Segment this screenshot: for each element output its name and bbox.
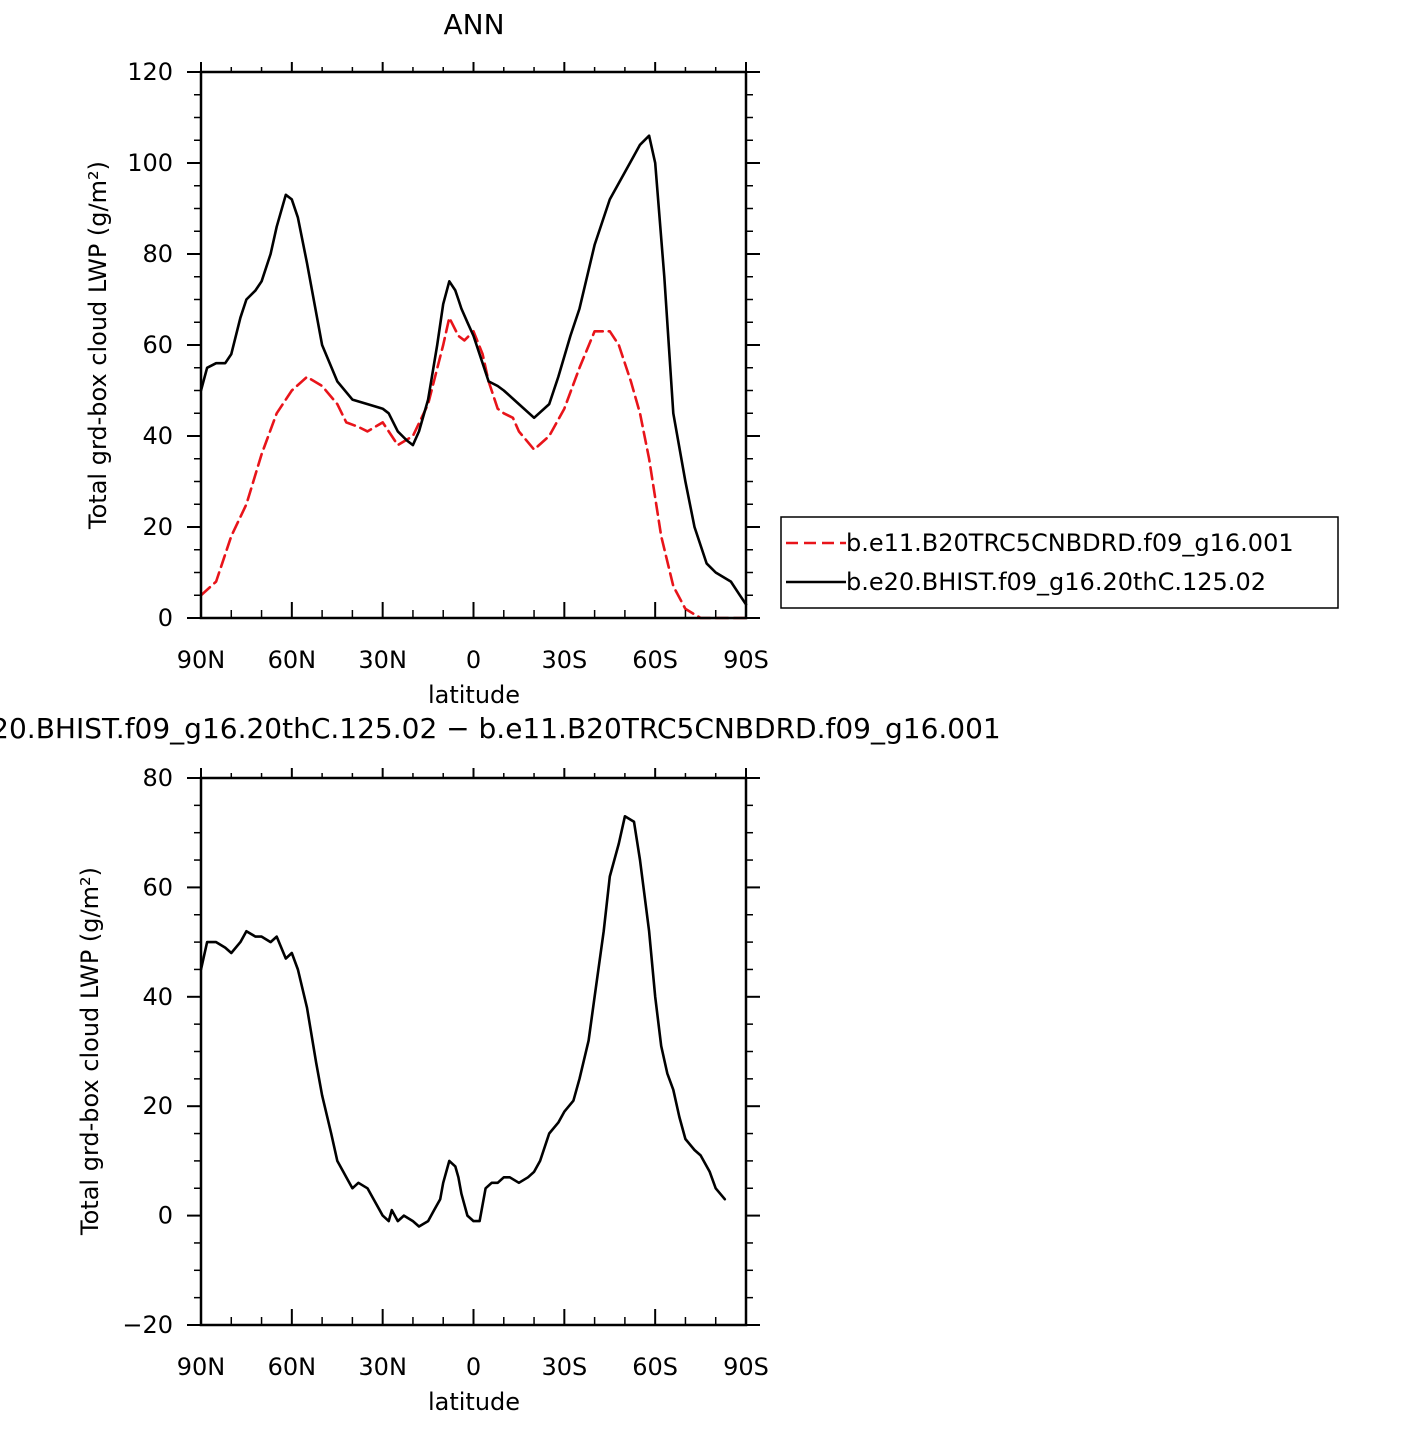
bottom-y-tick-label: 20 <box>142 1092 173 1120</box>
bottom-x-tick-label: 0 <box>466 1353 481 1381</box>
top-x-tick-label: 0 <box>466 646 481 674</box>
top-y-tick-label: 120 <box>127 58 173 86</box>
bottom-plot-frame <box>199 776 748 1327</box>
top-plot-frame <box>199 70 748 620</box>
top-series-layer <box>199 134 748 620</box>
legend-box <box>780 516 1339 609</box>
top-x-tick-label: 30S <box>541 646 587 674</box>
top-y-tick-label: 0 <box>158 604 173 632</box>
bottom-panel: b.e20.BHIST.f09_g16.20thC.125.02 − b.e11… <box>0 712 1001 1416</box>
bottom-y-tick-label: 40 <box>142 983 173 1011</box>
bottom-y-tick-label: 60 <box>142 873 173 901</box>
bottom-y-tick-label: 80 <box>142 764 173 792</box>
top-series-line-1 <box>199 316 748 620</box>
bottom-x-tick-label: 90S <box>723 1353 769 1381</box>
top-y-axis-label: Total grd-box cloud LWP (g/m²) <box>84 161 112 530</box>
top-x-tick-label: 30N <box>358 646 407 674</box>
top-axis-ticks: 90N 60N 30N 0 30S 60S 90S 0 20 40 60 80 100 120 <box>127 58 769 674</box>
bottom-series-line-1 <box>199 815 727 1228</box>
bottom-x-tick-label: 60S <box>632 1353 678 1381</box>
top-x-tick-label: 60S <box>632 646 678 674</box>
top-y-tick-label: 60 <box>142 331 173 359</box>
top-series-line-2 <box>199 134 748 606</box>
top-y-tick-label: 20 <box>142 513 173 541</box>
top-y-tick-label: 80 <box>142 240 173 268</box>
top-y-tick-label: 100 <box>127 149 173 177</box>
top-x-tick-label: 90N <box>177 646 226 674</box>
bottom-y-tick-label: 0 <box>158 1202 173 1230</box>
top-x-axis-label: latitude <box>428 681 520 709</box>
bottom-x-tick-label: 60N <box>268 1353 317 1381</box>
top-chart-title: ANN <box>443 8 504 41</box>
top-panel: ANN 90N 60N 30N 0 30S 60S 90S 0 20 40 60 80 100 120 l… <box>84 8 1339 709</box>
bottom-chart-title: b.e20.BHIST.f09_g16.20thC.125.02 − b.e11… <box>0 712 1001 745</box>
legend: b.e11.B20TRC5CNBDRD.f09_g16.001 b.e20.BH… <box>780 516 1339 609</box>
top-y-tick-label: 40 <box>142 422 173 450</box>
top-x-tick-label: 90S <box>723 646 769 674</box>
bottom-y-tick-label: −20 <box>122 1311 173 1339</box>
bottom-x-tick-label: 90N <box>177 1353 226 1381</box>
top-x-tick-label: 60N <box>268 646 317 674</box>
bottom-y-axis-label: Total grd-box cloud LWP (g/m²) <box>76 867 104 1236</box>
bottom-axis-ticks: 90N 60N 30N 0 30S 60S 90S −20 0 20 40 60 80 <box>122 764 769 1381</box>
bottom-x-axis-label: latitude <box>428 1388 520 1416</box>
legend-label-series-2: b.e20.BHIST.f09_g16.20thC.125.02 <box>846 568 1266 596</box>
legend-label-series-1: b.e11.B20TRC5CNBDRD.f09_g16.001 <box>846 529 1294 557</box>
bottom-x-tick-label: 30N <box>358 1353 407 1381</box>
bottom-x-tick-label: 30S <box>541 1353 587 1381</box>
bottom-series-layer <box>199 815 727 1228</box>
